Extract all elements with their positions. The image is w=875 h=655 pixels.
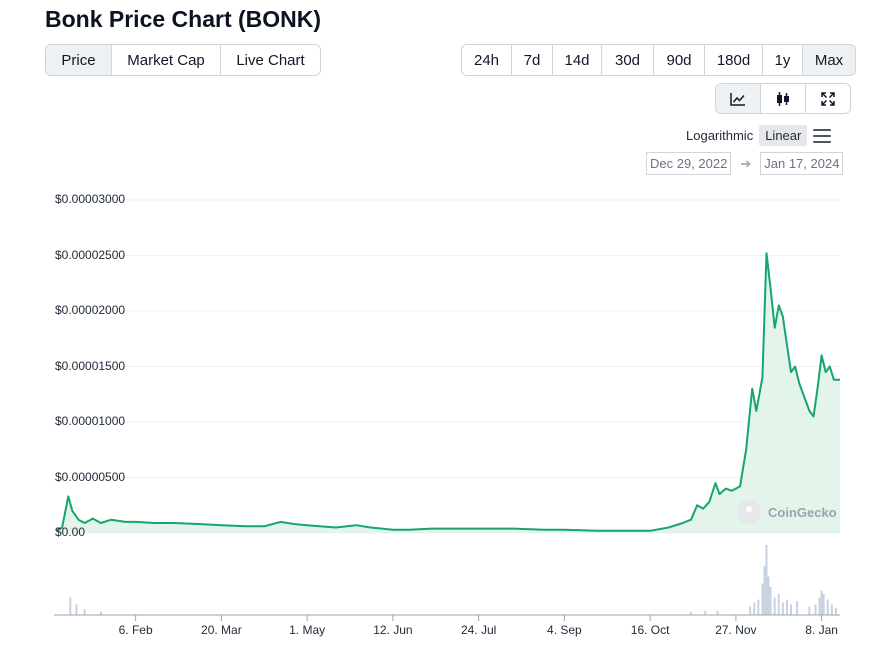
linear-scale-option[interactable]: Linear: [759, 125, 808, 146]
x-tick-label: 24. Jul: [460, 623, 497, 637]
tab-live-chart[interactable]: Live Chart: [221, 45, 320, 75]
x-tick-marks: [135, 615, 823, 621]
chart-style-toolbar: [715, 83, 851, 114]
volume-bar: [761, 583, 764, 615]
volume-bar: [834, 608, 837, 615]
tab-label: Market Cap: [127, 51, 205, 69]
range-label: Max: [814, 51, 844, 69]
range-180d-button[interactable]: 180d: [705, 45, 763, 75]
range-label: 180d: [716, 51, 751, 69]
date-range-picker: Dec 29, 2022 ➔ Jan 17, 2024: [646, 152, 844, 175]
volume-bar: [826, 599, 829, 615]
range-label: 1y: [774, 51, 791, 69]
range-label: 30d: [614, 51, 641, 69]
time-range-selector: 24h 7d 14d 30d 90d 180d 1y Max: [461, 44, 856, 76]
range-90d-button[interactable]: 90d: [654, 45, 705, 75]
range-label: 24h: [473, 51, 500, 69]
range-label: 7d: [523, 51, 541, 69]
volume-bar: [749, 606, 752, 615]
volume-bar: [818, 597, 821, 615]
range-max-button[interactable]: Max: [803, 45, 855, 75]
candlestick-icon: [777, 91, 789, 106]
range-label: 14d: [564, 51, 590, 69]
volume-bar: [820, 590, 823, 615]
volume-bar: [773, 597, 776, 615]
start-date-input[interactable]: Dec 29, 2022: [646, 152, 732, 175]
page-title: Bonk Price Chart (BONK): [45, 6, 322, 32]
x-tick-label: 20. Mar: [201, 623, 242, 637]
coingecko-watermark: CoinGecko: [737, 500, 837, 524]
range-24h-button[interactable]: 24h: [462, 45, 512, 75]
volume-bar: [704, 610, 707, 615]
volume-bar: [777, 594, 780, 615]
volume-bar: [689, 612, 692, 615]
y-tick-label: $0.00002500: [55, 247, 126, 262]
volume-bar: [769, 587, 772, 615]
volume-bar: [767, 576, 770, 615]
volume-bar: [808, 606, 811, 615]
scale-toggle: Logarithmic Linear: [680, 125, 832, 146]
volume-bar: [83, 609, 86, 615]
tab-label: Price: [61, 51, 96, 69]
volume-bar: [785, 599, 788, 615]
tab-label: Live Chart: [236, 51, 305, 69]
line-chart-icon: [730, 92, 745, 106]
end-date-input[interactable]: Jan 17, 2024: [760, 152, 844, 175]
x-tick-label: 16. Oct: [630, 623, 670, 637]
y-tick-label: $0.00002000: [55, 303, 126, 317]
hamburger-menu-icon[interactable]: [813, 128, 832, 143]
volume-bar: [781, 602, 784, 615]
range-7d-button[interactable]: 7d: [512, 45, 553, 75]
volume-bar: [765, 545, 768, 615]
volume-bar: [69, 597, 72, 615]
range-1y-button[interactable]: 1y: [763, 45, 803, 75]
fullscreen-button[interactable]: [806, 84, 850, 113]
y-tick-label: $0.00000500: [55, 469, 126, 484]
grid-lines: [56, 199, 840, 534]
y-tick-label: $0.00001000: [55, 414, 126, 428]
gecko-logo-icon: [737, 500, 761, 524]
expand-icon: [821, 91, 835, 106]
watermark-text: CoinGecko: [768, 504, 837, 520]
range-30d-button[interactable]: 30d: [602, 45, 654, 75]
x-tick-label: 6. Feb: [118, 623, 153, 637]
y-tick-label: $0.00: [55, 525, 86, 539]
volume-bar: [796, 601, 799, 615]
arrow-right-icon: ➔: [740, 155, 752, 171]
volume-bar: [763, 566, 766, 615]
tab-price[interactable]: Price: [46, 45, 112, 75]
range-label: 90d: [666, 51, 692, 69]
price-series-line: [55, 252, 840, 532]
volume-bar: [99, 611, 102, 615]
volume-bar: [830, 604, 833, 615]
y-tick-label: $0.00001500: [55, 358, 126, 373]
volume-bar: [790, 604, 792, 615]
volume-bar: [814, 604, 817, 615]
y-tick-label: $0.00003000: [55, 192, 126, 206]
volume-bars: [69, 545, 837, 615]
chart-type-tabs: Price Market Cap Live Chart: [45, 44, 321, 76]
volume-bar: [757, 599, 760, 615]
candlestick-button[interactable]: [761, 84, 806, 113]
x-tick-label: 12. Jun: [373, 623, 413, 637]
price-area-fill: [56, 253, 840, 534]
line-chart-button[interactable]: [716, 84, 761, 113]
x-tick-label: 27. Nov: [715, 623, 757, 637]
x-tick-label: 4. Sep: [547, 623, 582, 637]
tab-market-cap[interactable]: Market Cap: [112, 45, 221, 75]
volume-bar: [753, 602, 756, 615]
volume-bar: [716, 610, 719, 615]
x-tick-label: 8. Jan: [805, 623, 838, 637]
range-14d-button[interactable]: 14d: [553, 45, 602, 75]
volume-bar: [75, 604, 78, 615]
x-tick-label: 1. May: [289, 623, 326, 637]
volume-bar: [822, 594, 825, 615]
logarithmic-scale-option[interactable]: Logarithmic: [686, 128, 754, 143]
